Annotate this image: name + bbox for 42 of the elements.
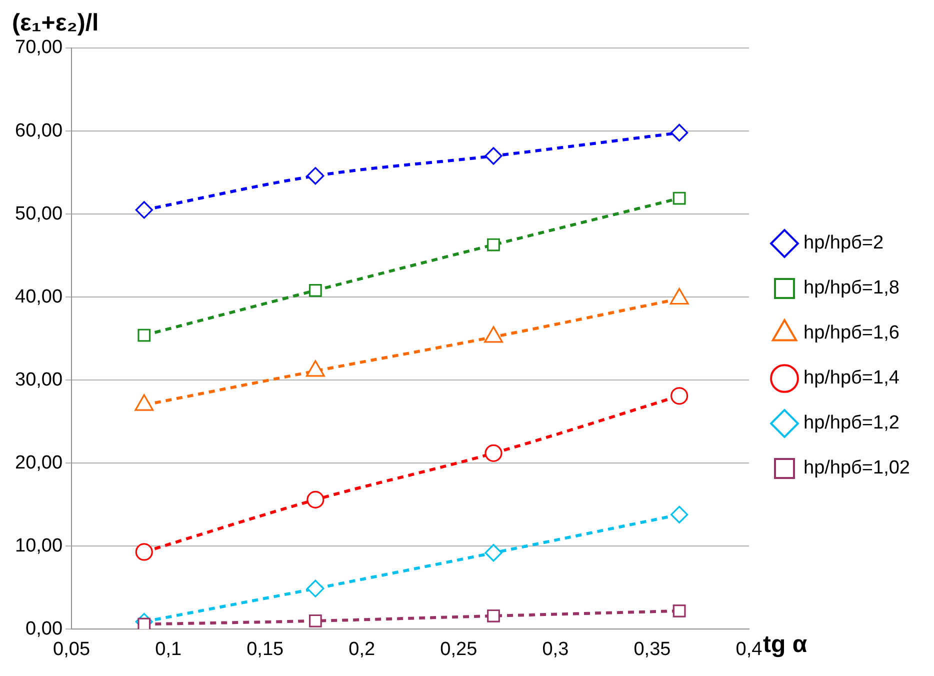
legend-label: hp/hpб=2 [803, 232, 884, 254]
point [306, 167, 324, 185]
point [670, 124, 688, 142]
point [308, 284, 322, 297]
point [484, 544, 502, 562]
legend-label: hp/hpб=1,8 [803, 278, 900, 299]
point [670, 387, 688, 405]
y-tick-label: 0,00 [26, 618, 63, 640]
x-tick-label: 0,35 [634, 638, 671, 660]
point [306, 490, 324, 508]
legend-label: hp/hpб=1,4 [803, 368, 900, 389]
x-tick-label: 0,4 [736, 638, 763, 660]
point [487, 238, 500, 252]
y-axis-title: (ε₁+ε₂)/l [12, 10, 99, 37]
y-tick-label: 40,00 [15, 286, 63, 308]
point [135, 201, 153, 219]
point [484, 444, 502, 462]
legend-label: hp/hpб=1,2 [803, 412, 900, 434]
point [138, 328, 151, 342]
x-axis-title: tg α [762, 630, 808, 658]
point [135, 543, 153, 561]
y-tick-label: 10,00 [15, 535, 63, 556]
y-tick-label: 70,00 [15, 37, 63, 58]
y-tick-label: 60,00 [15, 120, 63, 142]
point [308, 614, 322, 628]
point [672, 604, 686, 618]
x-tick-label: 0,05 [53, 638, 90, 660]
point [672, 192, 686, 205]
y-tick-label: 50,00 [15, 203, 63, 224]
x-tick-label: 0,2 [348, 638, 376, 660]
point [484, 147, 502, 165]
y-tick-label: 30,00 [15, 369, 63, 390]
legend-label: hp/hpб=1,6 [803, 322, 900, 344]
point [487, 609, 500, 622]
x-tick-label: 0,1 [155, 638, 182, 660]
x-tick-label: 0,25 [440, 638, 478, 660]
y-tick-label: 20,00 [15, 452, 63, 474]
x-tick-label: 0,3 [542, 638, 569, 660]
x-tick-label: 0,15 [246, 638, 284, 660]
legend-label: hp/hpб=1,02 [803, 458, 910, 479]
point [670, 506, 688, 524]
point [306, 580, 324, 598]
